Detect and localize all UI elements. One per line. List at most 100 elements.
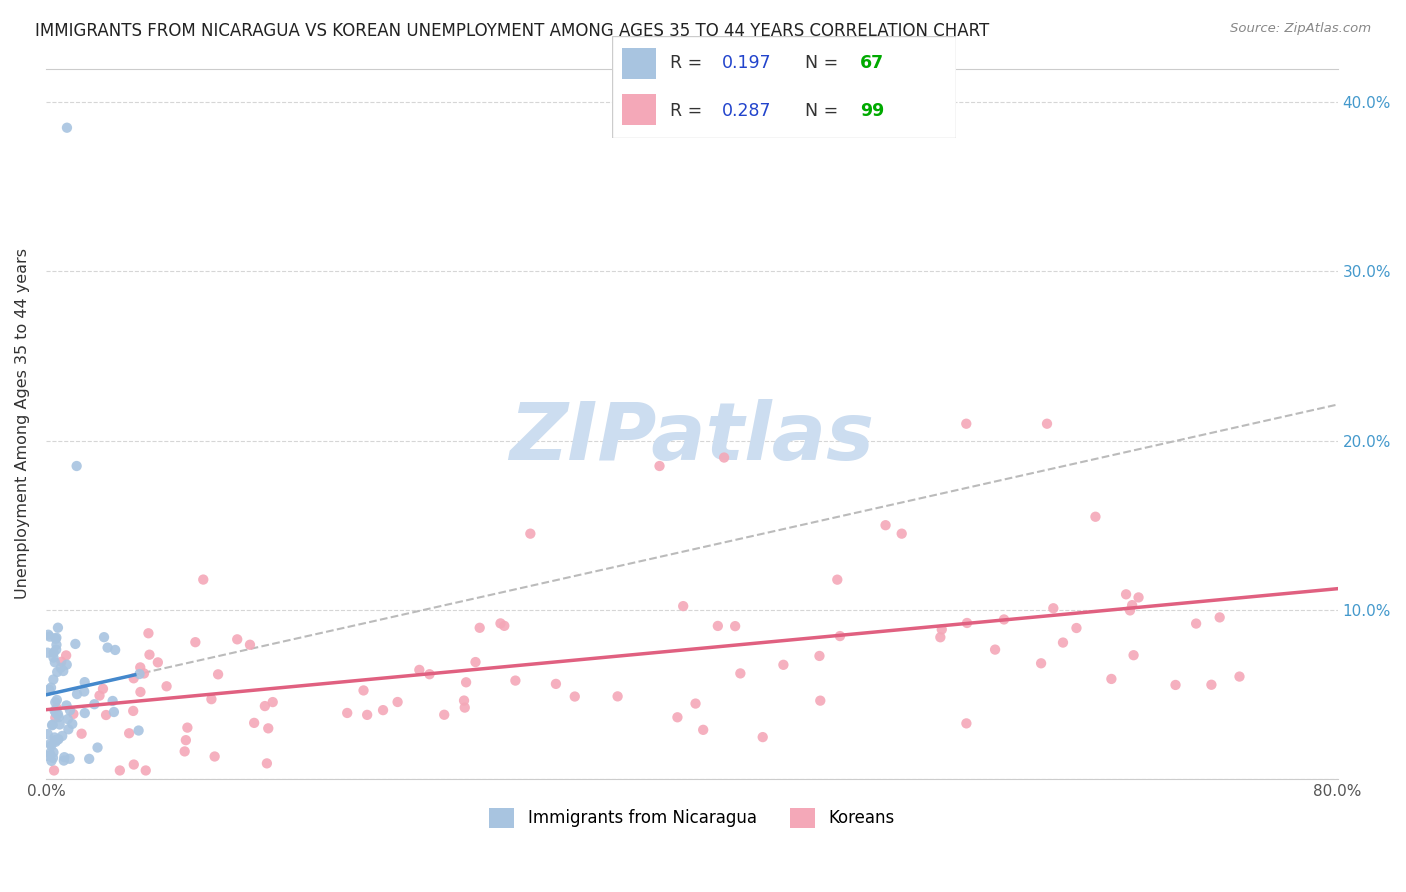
Point — [1052, 635, 1074, 649]
Point — [253, 699, 276, 714]
Point — [1066, 621, 1088, 635]
Point — [66, 687, 89, 701]
Point — [955, 417, 977, 431]
Point — [91, 681, 114, 696]
Text: R =: R = — [671, 102, 707, 120]
Point — [418, 667, 440, 681]
Point — [1201, 678, 1223, 692]
Point — [56, 712, 79, 726]
Point — [104, 643, 127, 657]
Point — [108, 764, 131, 778]
Point — [73, 706, 96, 720]
Point — [606, 690, 628, 704]
Point — [97, 640, 120, 655]
Point — [489, 616, 512, 631]
Point — [692, 723, 714, 737]
Text: 0.197: 0.197 — [721, 54, 772, 72]
Point — [1099, 672, 1122, 686]
Point — [173, 744, 195, 758]
Point — [353, 683, 375, 698]
Point — [37, 727, 59, 741]
Point — [44, 704, 66, 718]
Point — [77, 752, 100, 766]
Point — [1122, 648, 1144, 663]
Point — [453, 693, 475, 707]
Point — [336, 706, 359, 720]
Point — [46, 621, 69, 635]
Point — [94, 708, 117, 723]
Point — [956, 615, 979, 630]
Point — [890, 526, 912, 541]
Point — [132, 666, 155, 681]
Point — [39, 681, 62, 695]
Point — [1208, 610, 1230, 624]
Point — [1042, 601, 1064, 615]
Point — [1121, 598, 1143, 612]
Point — [42, 764, 65, 778]
Point — [122, 671, 145, 685]
Point — [713, 450, 735, 465]
Point — [243, 715, 266, 730]
Point — [48, 717, 70, 731]
Point — [51, 729, 73, 743]
Point — [56, 120, 79, 135]
Point — [44, 711, 66, 725]
Point — [1185, 616, 1208, 631]
Point — [984, 642, 1007, 657]
Point — [41, 754, 63, 768]
Point — [42, 745, 65, 759]
Point — [122, 757, 145, 772]
Point — [256, 756, 278, 771]
Point — [454, 700, 477, 714]
Point — [39, 739, 62, 753]
Point — [89, 689, 111, 703]
Point — [51, 655, 73, 669]
Point — [828, 629, 851, 643]
Point — [138, 626, 160, 640]
Point — [37, 646, 59, 660]
Point — [44, 733, 66, 747]
Point — [48, 732, 70, 747]
Point — [73, 675, 96, 690]
Point — [44, 695, 66, 709]
Point — [544, 677, 567, 691]
Point — [52, 754, 75, 768]
Point — [464, 655, 486, 669]
Point — [83, 697, 105, 711]
Point — [772, 657, 794, 672]
Point — [135, 764, 157, 778]
Point — [103, 705, 125, 719]
Point — [48, 710, 70, 724]
Point — [45, 632, 67, 646]
Point — [66, 458, 89, 473]
Point — [193, 573, 215, 587]
Point — [45, 631, 67, 645]
Point — [93, 630, 115, 644]
Point — [55, 648, 77, 663]
Point — [356, 707, 378, 722]
Point — [1119, 603, 1142, 617]
Point — [155, 679, 177, 693]
Point — [262, 695, 284, 709]
Text: Source: ZipAtlas.com: Source: ZipAtlas.com — [1230, 22, 1371, 36]
Point — [59, 752, 82, 766]
Point — [128, 667, 150, 681]
Point — [45, 706, 67, 721]
Point — [46, 732, 69, 747]
Point — [1164, 678, 1187, 692]
Point — [86, 740, 108, 755]
Point — [184, 635, 207, 649]
Point — [724, 619, 747, 633]
Point — [1115, 587, 1137, 601]
Point — [564, 690, 586, 704]
Point — [1036, 417, 1059, 431]
Text: 99: 99 — [859, 102, 884, 120]
Point — [45, 701, 67, 715]
Point — [226, 632, 249, 647]
Point — [433, 707, 456, 722]
Point — [468, 621, 491, 635]
Point — [59, 703, 82, 717]
Point — [239, 638, 262, 652]
Point — [1128, 591, 1150, 605]
Point — [44, 655, 66, 669]
